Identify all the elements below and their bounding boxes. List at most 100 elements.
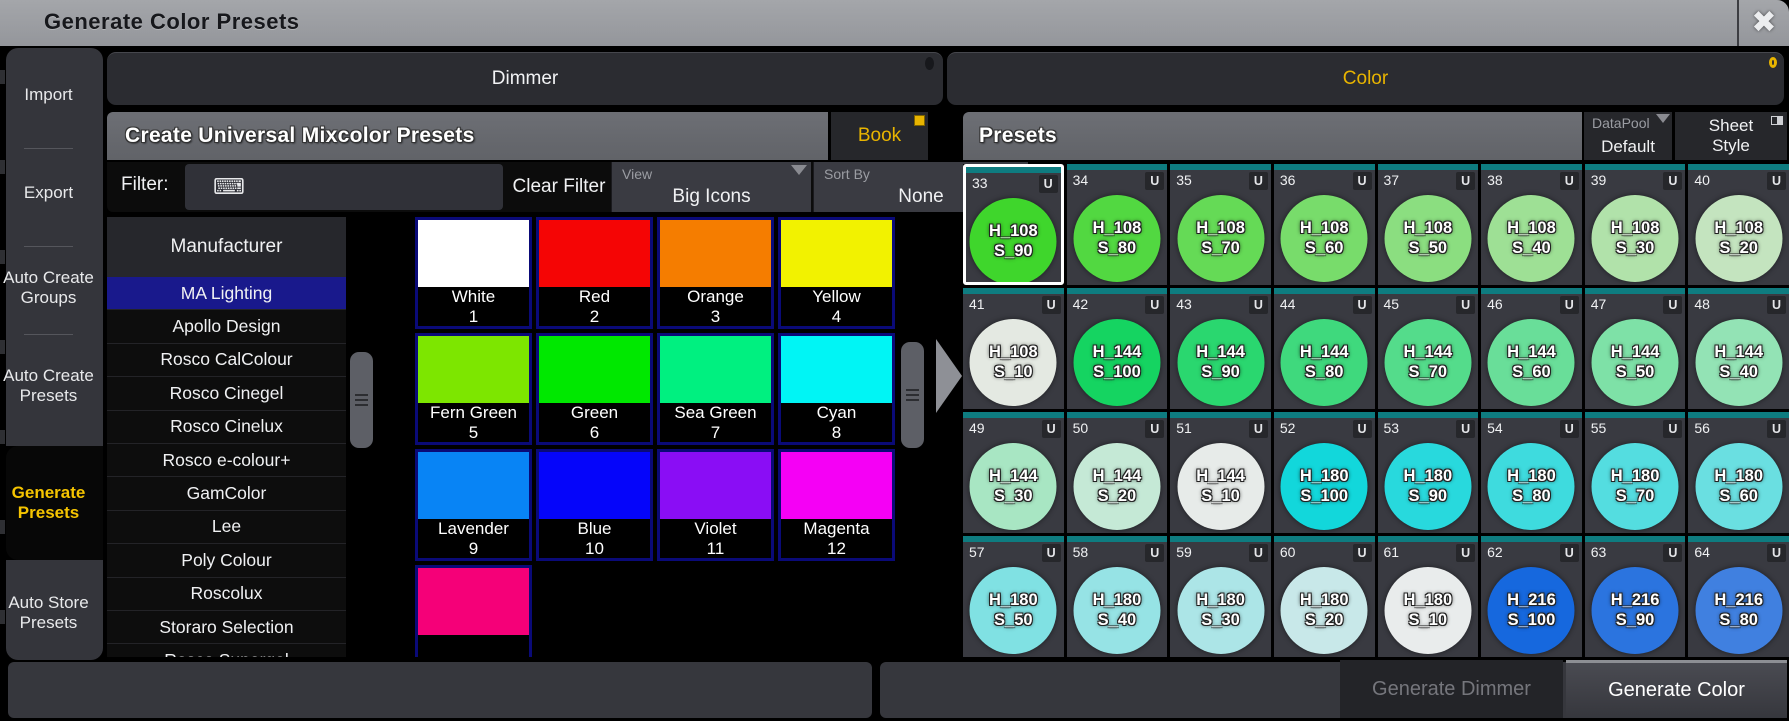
preset-number: 45 xyxy=(1383,296,1400,312)
preset-cell[interactable]: 51 U H_144 S_10 xyxy=(1170,412,1271,533)
manufacturer-row[interactable]: Poly Colour xyxy=(107,544,346,578)
preset-cell[interactable]: 61 U H_180 S_10 xyxy=(1377,536,1479,657)
sidebar-item-auto-store-presets[interactable]: Auto Store Presets xyxy=(8,593,89,632)
preset-color-circle: H_108 S_10 xyxy=(969,319,1057,406)
color-swatch-tile[interactable]: Yellow 4 xyxy=(778,217,895,329)
preset-hue-label: H_108 xyxy=(1714,218,1763,237)
book-button[interactable]: Book xyxy=(831,112,928,160)
universal-badge: U xyxy=(1145,544,1165,562)
generate-color-button[interactable]: Generate Color xyxy=(1566,660,1787,718)
color-swatch-tile[interactable]: Violet 11 xyxy=(657,449,774,561)
generate-dimmer-button[interactable]: Generate Dimmer xyxy=(1340,660,1563,718)
preset-cell[interactable]: 54 U H_180 S_80 xyxy=(1481,412,1582,533)
manufacturer-row[interactable]: Storaro Selection xyxy=(107,610,346,645)
preset-hue-label: H_108 xyxy=(1507,218,1556,237)
preset-color-circle: H_108 S_30 xyxy=(1591,195,1679,282)
preset-cell[interactable]: 53 U H_180 S_90 xyxy=(1377,412,1479,533)
manufacturer-row[interactable]: Rosco Cinelux xyxy=(107,410,346,444)
preset-hue-label: H_180 xyxy=(1403,466,1453,485)
preset-number: 41 xyxy=(969,296,985,312)
preset-cell[interactable]: 37 U H_108 S_50 xyxy=(1377,164,1479,285)
close-button[interactable]: ✖ xyxy=(1737,0,1789,46)
preset-cell[interactable]: 55 U H_180 S_70 xyxy=(1584,412,1686,533)
color-swatch-tile[interactable]: Red 2 xyxy=(536,217,653,329)
manufacturer-row[interactable]: Rosco e-colour+ xyxy=(107,443,346,478)
color-swatch-tile[interactable]: Green 6 xyxy=(536,333,653,445)
preset-number: 51 xyxy=(1176,420,1192,436)
preset-sat-label: S_40 xyxy=(1512,238,1551,257)
sidebar-item-auto-create-presets[interactable]: Auto Create Presets xyxy=(3,366,94,405)
preset-cell[interactable]: 63 U H_216 S_90 xyxy=(1584,536,1686,657)
manufacturer-row[interactable]: Rosco CalColour xyxy=(107,343,346,378)
universal-badge: U xyxy=(1663,420,1683,438)
sidebar-item-auto-create-groups[interactable]: Auto Create Groups xyxy=(3,268,94,307)
preset-cell[interactable]: 57 U H_180 S_50 xyxy=(963,536,1064,657)
sheet-style-button[interactable]: Sheet Style xyxy=(1675,112,1787,160)
manufacturer-row[interactable]: Roscolux xyxy=(107,577,346,611)
swatch-label: Lavender 9 xyxy=(438,518,509,558)
swatch-scrollbar[interactable] xyxy=(901,342,924,448)
preset-number: 48 xyxy=(1694,296,1710,312)
preset-cell[interactable]: 36 U H_108 S_60 xyxy=(1273,164,1375,285)
manufacturer-row[interactable]: GamColor xyxy=(107,477,346,511)
scroll-grip-icon xyxy=(906,386,919,404)
preset-cell[interactable]: 59 U H_180 S_30 xyxy=(1170,536,1271,657)
preset-cell[interactable]: 60 U H_180 S_20 xyxy=(1273,536,1375,657)
preset-cell[interactable]: 35 U H_108 S_70 xyxy=(1170,164,1271,285)
manufacturer-scrollbar[interactable] xyxy=(350,352,373,448)
color-swatch-tile[interactable]: Sea Green 7 xyxy=(657,333,774,445)
datapool-dropdown[interactable]: DataPool Default xyxy=(1584,112,1672,160)
preset-cell[interactable]: 42 U H_144 S_100 xyxy=(1066,288,1168,409)
preset-cell[interactable]: 33 U H_108 S_90 xyxy=(963,164,1064,285)
universal-badge: U xyxy=(1456,172,1476,190)
preset-number: 62 xyxy=(1487,544,1503,560)
preset-cell[interactable]: 50 U H_144 S_20 xyxy=(1066,412,1168,533)
preset-cell[interactable]: 52 U H_180 S_100 xyxy=(1273,412,1375,533)
view-dropdown[interactable]: View Big Icons xyxy=(611,162,811,212)
preset-cell[interactable]: 38 U H_108 S_40 xyxy=(1481,164,1582,285)
preset-cell[interactable]: 58 U H_180 S_40 xyxy=(1066,536,1168,657)
preset-cell[interactable]: 45 U H_144 S_70 xyxy=(1377,288,1479,409)
color-swatch-tile[interactable]: Cyan 8 xyxy=(778,333,895,445)
preset-cell[interactable]: 44 U H_144 S_80 xyxy=(1273,288,1375,409)
preset-cell[interactable]: 48 U H_144 S_40 xyxy=(1688,288,1789,409)
filter-input[interactable]: ⌨ xyxy=(185,164,503,210)
preset-color-circle: H_180 S_10 xyxy=(1384,567,1472,654)
preset-cell[interactable]: 62 U H_216 S_100 xyxy=(1481,536,1582,657)
preset-cell[interactable]: 43 U H_144 S_90 xyxy=(1170,288,1271,409)
color-swatch-tile[interactable]: Blue 10 xyxy=(536,449,653,561)
preset-number: 43 xyxy=(1176,296,1192,312)
preset-cell[interactable]: 41 U H_108 S_10 xyxy=(963,288,1064,409)
sidebar-item-generate-presets[interactable]: Generate Presets xyxy=(11,483,86,522)
preset-cell[interactable]: 49 U H_144 S_30 xyxy=(963,412,1064,533)
manufacturer-row[interactable]: MA Lighting xyxy=(107,277,346,311)
preset-cell[interactable]: 64 U H_216 S_80 xyxy=(1688,536,1789,657)
tab-color-label: Color xyxy=(1342,68,1389,89)
preset-cell[interactable]: 34 U H_108 S_80 xyxy=(1066,164,1168,285)
color-swatch-tile[interactable] xyxy=(415,565,532,657)
preset-cell[interactable]: 47 U H_144 S_50 xyxy=(1584,288,1686,409)
sidebar-item-import[interactable]: Import xyxy=(24,85,73,105)
manufacturer-row[interactable]: Lee xyxy=(107,510,346,545)
color-swatch-tile[interactable]: Orange 3 xyxy=(657,217,774,329)
preset-cell[interactable]: 39 U H_108 S_30 xyxy=(1584,164,1686,285)
tab-dimmer[interactable]: Dimmer xyxy=(107,52,943,105)
tab-color[interactable]: Color xyxy=(947,52,1784,105)
preset-color-circle: H_108 S_80 xyxy=(1073,195,1161,282)
swatch-label: Magenta 12 xyxy=(803,518,870,558)
color-swatch-tile[interactable]: Fern Green 5 xyxy=(415,333,532,445)
color-swatch-tile[interactable]: Magenta 12 xyxy=(778,449,895,561)
manufacturer-row[interactable]: Rosco Supergel xyxy=(107,644,346,657)
color-swatch-tile[interactable]: Lavender 9 xyxy=(415,449,532,561)
clear-filter-button[interactable]: Clear Filter xyxy=(512,176,606,197)
color-swatch-tile[interactable]: White 1 xyxy=(415,217,532,329)
preset-cell[interactable]: 46 U H_144 S_60 xyxy=(1481,288,1582,409)
sidebar-item-export[interactable]: Export xyxy=(23,183,74,203)
preset-hue-label: H_144 xyxy=(1403,342,1453,361)
manufacturer-row[interactable]: Apollo Design xyxy=(107,310,346,344)
preset-number: 50 xyxy=(1072,420,1089,436)
preset-color-circle: H_180 S_50 xyxy=(969,567,1057,654)
preset-cell[interactable]: 40 U H_108 S_20 xyxy=(1688,164,1789,285)
manufacturer-row[interactable]: Rosco Cinegel xyxy=(107,377,346,411)
preset-cell[interactable]: 56 U H_180 S_60 xyxy=(1688,412,1789,533)
